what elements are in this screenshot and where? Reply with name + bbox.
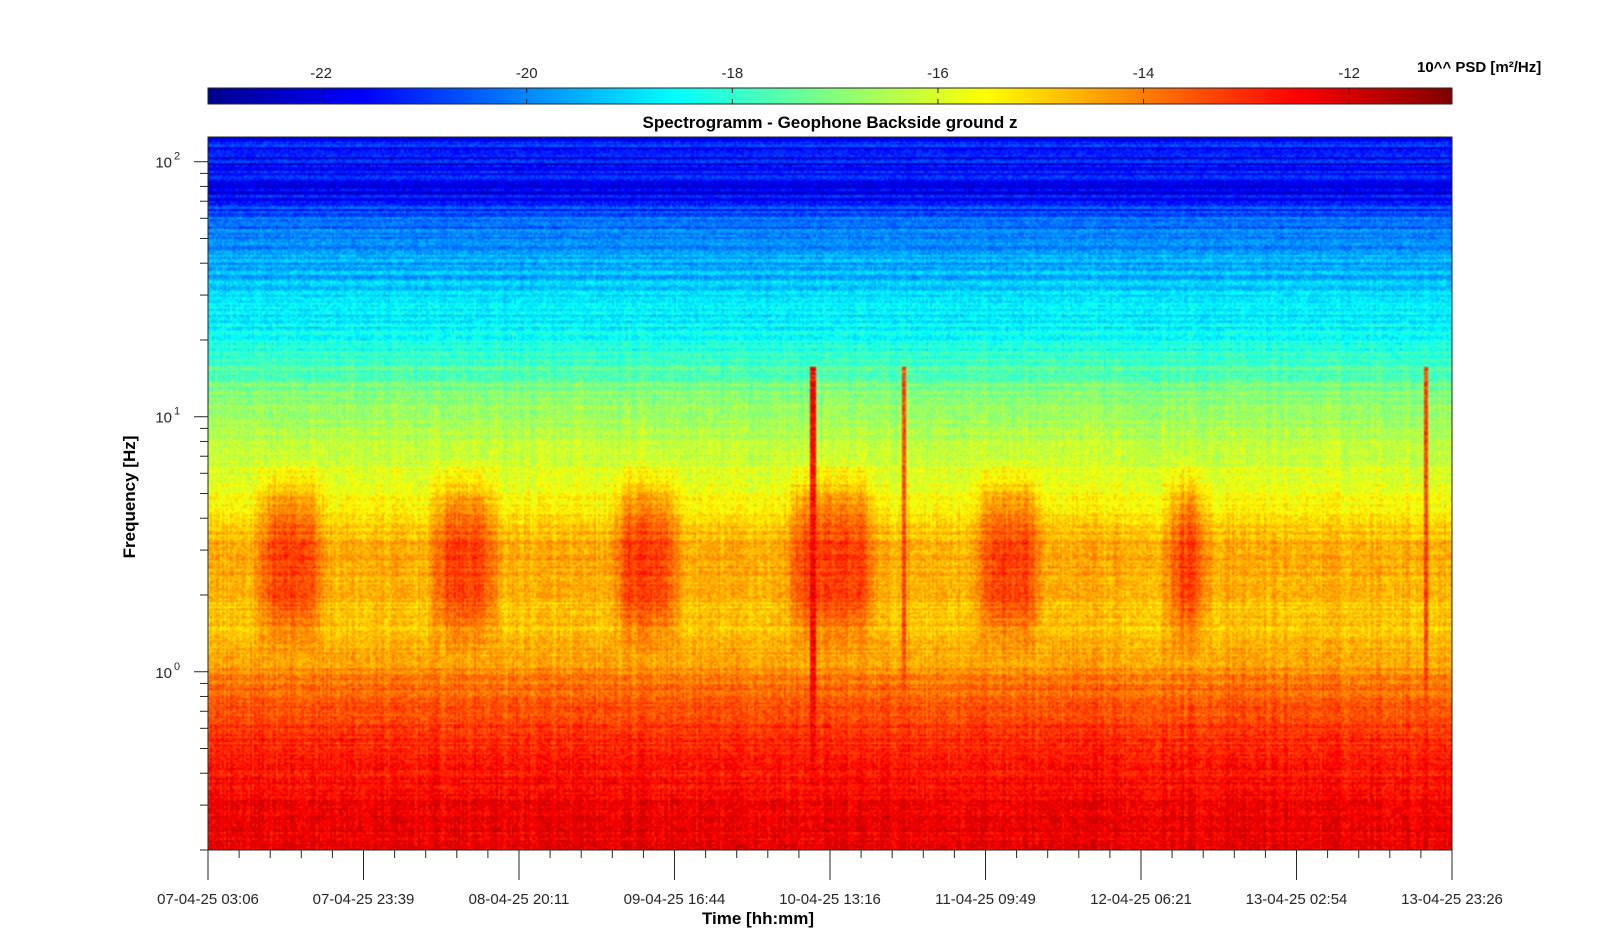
x-tick-label: 12-04-25 06:21 — [1090, 891, 1192, 908]
colorbar-tick-label: -22 — [310, 65, 332, 82]
colorbar-title: 10^^ PSD [m²/Hz] — [1417, 59, 1541, 76]
x-tick-label: 07-04-25 23:39 — [313, 891, 415, 908]
x-tick-label: 13-04-25 23:26 — [1401, 891, 1503, 908]
colorbar-gradient — [207, 87, 1453, 105]
y-tick-label: 10 — [155, 665, 172, 682]
y-tick-exponent: 2 — [174, 151, 180, 163]
colorbar-tick-label: -14 — [1133, 65, 1155, 82]
y-tick-exponent: 0 — [174, 661, 180, 673]
colorbar-tick-label: -18 — [721, 65, 743, 82]
colorbar-ticks: -22 -20 -18 -16 -14 -12 — [310, 65, 1360, 104]
x-tick-label: 11-04-25 09:49 — [935, 891, 1036, 908]
colorbar: -22 -20 -18 -16 -14 -12 10^^ PSD [m²/Hz] — [207, 59, 1541, 105]
y-tick-label: 10 — [155, 155, 172, 172]
y-tick-label: 10 — [155, 410, 172, 427]
colorbar-tick-label: -12 — [1338, 65, 1360, 82]
y-axis-title: Frequency [Hz] — [120, 436, 139, 559]
x-tick-label: 13-04-25 02:54 — [1246, 891, 1348, 908]
chart-title: Spectrogramm - Geophone Backside ground … — [642, 113, 1017, 132]
x-tick-label: 10-04-25 13:16 — [779, 891, 881, 908]
x-axis-title: Time [hh:mm] — [702, 909, 814, 928]
x-axis: 07-04-25 03:06 07-04-25 23:39 08-04-25 20:… — [157, 849, 1503, 908]
spectrogram-plot-area — [207, 136, 1453, 851]
spectrogram-image — [208, 137, 1452, 850]
x-tick-label: 09-04-25 16:44 — [624, 891, 726, 908]
colorbar-tick-label: -20 — [516, 65, 538, 82]
y-tick-exponent: 1 — [174, 406, 180, 418]
x-tick-label: 07-04-25 03:06 — [157, 891, 259, 908]
x-tick-label: 08-04-25 20:11 — [469, 891, 570, 908]
colorbar-tick-label: -16 — [927, 65, 949, 82]
